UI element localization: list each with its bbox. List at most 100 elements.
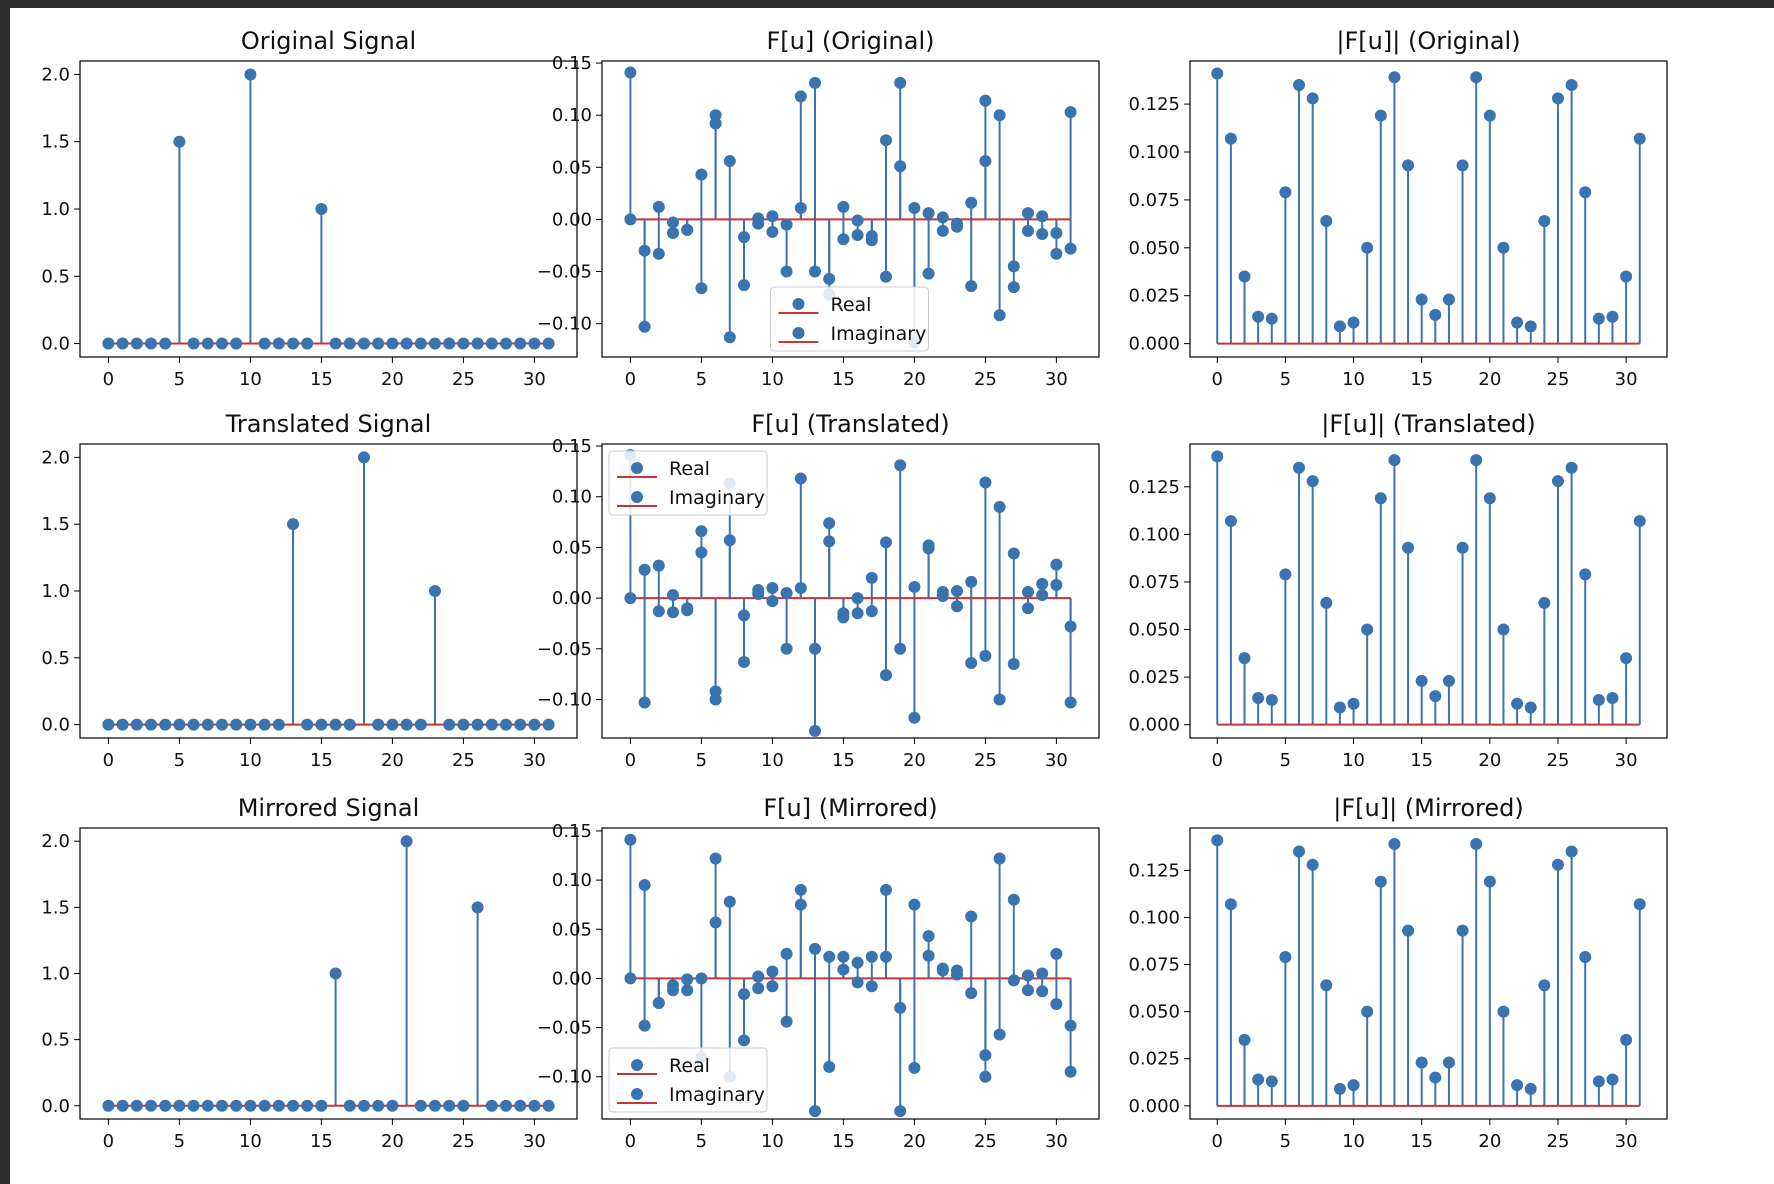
- x-tick-label: 0: [103, 369, 114, 390]
- y-tick-label: 1.0: [41, 581, 70, 602]
- stem-marker: [1470, 71, 1483, 84]
- stem-marker: [837, 963, 850, 976]
- stem-marker: [766, 980, 779, 993]
- stem-marker: [851, 607, 864, 620]
- stem-marker: [1293, 78, 1306, 91]
- x-tick-label: 20: [903, 1131, 926, 1152]
- subplot-title: F[u] (Translated): [751, 410, 949, 438]
- stem-marker: [1442, 674, 1455, 687]
- x-tick-label: 20: [1478, 1131, 1501, 1152]
- legend-marker: [631, 462, 643, 474]
- chart-grid: Original Signal 0 5 10 15 20 25 30 0.0 0.5 1.0 1.5 2…: [41, 27, 1668, 1152]
- stem-marker: [201, 337, 214, 350]
- y-tick-label: 0.125: [1128, 94, 1180, 115]
- x-tick-label: 5: [1280, 1131, 1291, 1152]
- stem-marker: [1347, 1079, 1360, 1092]
- stem-marker: [1022, 224, 1034, 237]
- axes-frame: [79, 443, 578, 739]
- y-tick-label: −0.10: [537, 314, 592, 335]
- stem-marker: [542, 1099, 555, 1112]
- stem-marker: [1320, 979, 1333, 992]
- stem-marker: [965, 280, 978, 293]
- x-tick-label: 20: [1478, 750, 1501, 771]
- stem-marker: [102, 337, 115, 350]
- stem-marker: [681, 223, 694, 236]
- x-tick-label: 15: [1410, 750, 1433, 771]
- stem-marker: [624, 592, 637, 605]
- stem-marker: [794, 201, 807, 214]
- stem-marker: [1036, 589, 1049, 602]
- stem-marker: [1524, 1082, 1537, 1095]
- stem-marker: [695, 972, 708, 985]
- stem-marker: [837, 950, 850, 963]
- stem-marker: [993, 309, 1006, 322]
- x-tick-label: 5: [696, 1131, 707, 1152]
- stem-marker: [709, 693, 722, 706]
- stem-marker: [908, 580, 921, 593]
- legend-marker: [631, 491, 643, 503]
- stem-marker: [159, 718, 172, 731]
- stem-marker: [1320, 214, 1333, 227]
- stem-marker: [681, 973, 694, 986]
- stem-marker: [638, 879, 651, 892]
- stem-marker: [851, 229, 864, 242]
- stem-marker: [1374, 875, 1387, 888]
- stem-marker: [1265, 1075, 1278, 1088]
- legend-label: Imaginary: [669, 1084, 765, 1106]
- stem-marker: [500, 337, 512, 350]
- stem-marker: [766, 225, 779, 238]
- stem-marker: [315, 1099, 328, 1112]
- x-tick-label: 30: [1045, 369, 1068, 390]
- stem-marker: [752, 970, 765, 983]
- x-tick-label: 0: [1212, 750, 1223, 771]
- stem-marker: [102, 1099, 115, 1112]
- stem-marker: [936, 224, 949, 237]
- subplot-8: F[u] (Mirrored) 0 5 10 15 20 25 30 −0.10 −0.05 0.0…: [537, 794, 1100, 1152]
- stem-marker: [723, 895, 736, 908]
- stem-marker: [1007, 657, 1020, 670]
- stem-marker: [272, 337, 285, 350]
- stem-marker: [993, 693, 1006, 706]
- y-tick-label: 0.100: [1128, 142, 1180, 163]
- stem-marker: [1224, 132, 1237, 145]
- subplot-1: Original Signal 0 5 10 15 20 25 30 0.0 0.5 1.0 1.5 2…: [41, 27, 578, 390]
- stem-marker: [766, 210, 779, 223]
- legend-label: Imaginary: [669, 487, 765, 509]
- stem-marker: [723, 155, 736, 168]
- x-tick-label: 30: [523, 369, 546, 390]
- stem-marker: [823, 950, 836, 963]
- stem-marker: [908, 201, 921, 214]
- stem-marker: [258, 718, 271, 731]
- stem-marker: [1470, 454, 1483, 467]
- stem-marker: [187, 1099, 200, 1112]
- x-tick-label: 25: [452, 369, 475, 390]
- stem-marker: [1374, 492, 1387, 505]
- stem-marker: [1565, 461, 1578, 474]
- stem-marker: [1050, 558, 1063, 571]
- stem-marker: [1265, 693, 1278, 706]
- stem-marker: [1606, 1073, 1619, 1086]
- y-tick-label: 0.050: [1128, 1002, 1180, 1023]
- stem-marker: [514, 337, 527, 350]
- stem-marker: [443, 718, 456, 731]
- x-tick-label: 10: [761, 1131, 784, 1152]
- stem-marker: [216, 1099, 228, 1112]
- stem-marker: [457, 337, 470, 350]
- stem-marker: [922, 207, 935, 220]
- stem-marker: [794, 581, 807, 594]
- stem-marker: [358, 337, 370, 350]
- y-tick-label: 0.000: [1128, 334, 1180, 355]
- x-tick-label: 30: [523, 750, 546, 771]
- stem-marker: [343, 337, 356, 350]
- stem-marker: [922, 267, 935, 280]
- stem-marker: [1064, 242, 1077, 255]
- stem-marker: [780, 642, 793, 655]
- legend: Real Imaginary: [608, 1047, 768, 1113]
- stem-marker: [908, 898, 921, 911]
- y-tick-label: 0.5: [41, 1030, 70, 1051]
- x-tick-label: 0: [1212, 369, 1223, 390]
- stem-marker: [1333, 701, 1346, 714]
- x-tick-label: 15: [1410, 1131, 1433, 1152]
- stem-marker: [922, 949, 935, 962]
- stem-marker: [951, 968, 963, 981]
